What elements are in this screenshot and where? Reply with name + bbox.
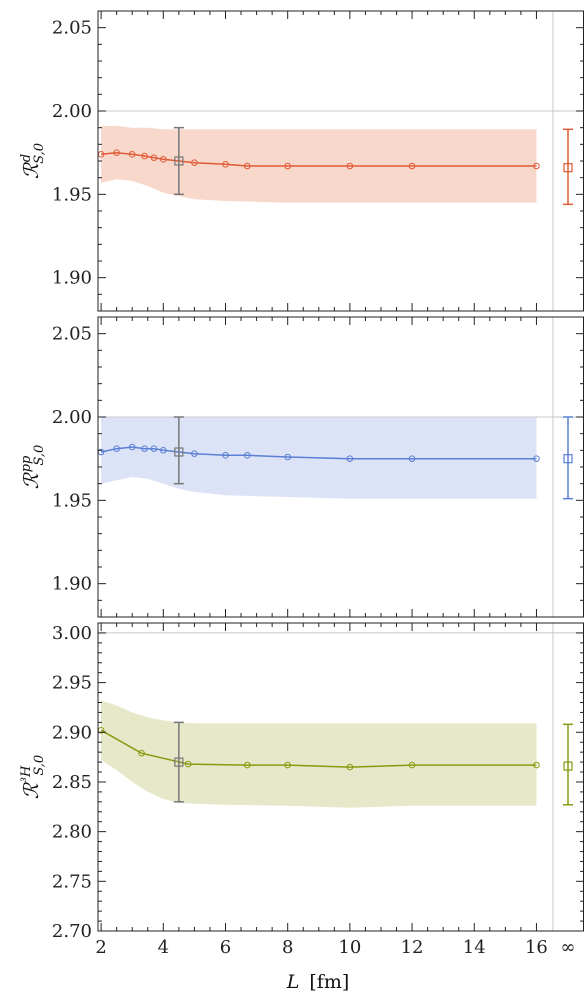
y-axis-label-main: ℛ [19, 161, 43, 179]
chart-panel-2: 1.90 1.95 2.00 2.05 ℛppS,0 [19, 316, 584, 618]
marker-square [174, 447, 184, 457]
x-tick-label: 4 [158, 937, 169, 958]
chart-panel-1: 1.90 1.95 2.00 2.05 ℛdS,0 [19, 10, 584, 312]
y-axis-label-sub: S,0 [32, 143, 47, 164]
data-point [222, 452, 229, 459]
y-axis-label-main: ℛ [19, 781, 43, 799]
data-point [533, 162, 540, 170]
y-axis-label-super: ³H [19, 765, 34, 782]
x-axis-title-var: L [286, 971, 300, 993]
y-axis-label-super: d [19, 154, 34, 162]
y-tick-label: 2.90 [52, 722, 92, 743]
infinity-square [563, 163, 573, 173]
data-point [191, 450, 198, 457]
data-point [408, 162, 416, 170]
data-point [222, 161, 229, 168]
y-tick-label: 1.90 [52, 268, 92, 289]
x-axis-title: L [fm] [286, 971, 350, 993]
y-tick-label: 1.90 [52, 574, 92, 595]
data-point [160, 447, 167, 454]
x-tick-label: 2 [95, 937, 106, 958]
x-tick-label: 12 [401, 937, 424, 958]
series-line [101, 151, 537, 167]
data-point [284, 453, 291, 461]
y-tick-label: 2.80 [52, 822, 92, 843]
y-tick-label: 3.00 [52, 623, 92, 644]
y-tick-label: 2.85 [52, 772, 92, 793]
y-axis-label-sub: S,0 [32, 755, 47, 776]
error-band [101, 700, 537, 808]
data-point [113, 149, 120, 156]
series-line [100, 729, 537, 768]
marker-square [174, 757, 184, 767]
y-axis-label: ℛdS,0 [19, 143, 47, 179]
x-tick-label: 8 [282, 937, 293, 958]
marker-square [174, 156, 184, 166]
data-point [533, 761, 540, 769]
y-axis-label: ℛppS,0 [19, 445, 47, 489]
y-tick-label: 2.05 [52, 324, 92, 345]
data-point [184, 760, 192, 768]
y-axis-label: ℛ³HS,0 [19, 755, 47, 799]
chart-panel-3: 2.70 2.75 2.80 2.85 2.90 2.95 3.00 ℛ³HS,0 [19, 622, 584, 942]
data-point [243, 761, 251, 769]
y-axis-label-super: pp [19, 455, 34, 472]
y-tick-label: 1.95 [52, 184, 92, 205]
error-band [101, 126, 537, 203]
x-tick-label: 6 [220, 937, 231, 958]
data-point [141, 152, 148, 160]
data-point [284, 162, 291, 170]
data-point [128, 443, 136, 451]
y-tick-label: 2.00 [52, 101, 92, 122]
x-tick-label: 14 [463, 937, 486, 958]
y-axis-label-main: ℛ [19, 471, 43, 489]
y-axis-label-sub: S,0 [32, 445, 47, 466]
y-tick-label: 2.70 [52, 921, 92, 942]
data-point [113, 445, 120, 452]
data-point [346, 455, 354, 462]
data-point [346, 763, 354, 771]
y-tick-label: 2.95 [52, 673, 92, 694]
data-point [408, 455, 416, 462]
x-axis-title-unit: [fm] [309, 971, 349, 993]
data-point [243, 452, 251, 459]
y-tick-label: 2.75 [52, 871, 92, 892]
data-point [284, 761, 291, 769]
series-line [100, 446, 537, 460]
x-tick-label: 10 [338, 937, 361, 958]
data-point [160, 156, 167, 163]
data-point [191, 159, 198, 166]
data-point [138, 749, 145, 757]
data-point [408, 761, 416, 769]
y-tick-label: 2.05 [52, 18, 92, 39]
data-point [533, 455, 540, 462]
infinity-square [563, 454, 573, 464]
data-point [346, 162, 354, 170]
infinity-square [563, 761, 573, 771]
y-tick-label: 1.95 [52, 490, 92, 511]
x-tick-label: 16 [525, 937, 548, 958]
data-point [141, 445, 148, 452]
data-point [150, 154, 158, 161]
y-tick-label: 2.00 [52, 407, 92, 428]
x-tick-label-infinity: ∞ [561, 937, 576, 958]
data-point [128, 151, 136, 158]
data-point [243, 162, 251, 170]
data-point [150, 445, 158, 452]
